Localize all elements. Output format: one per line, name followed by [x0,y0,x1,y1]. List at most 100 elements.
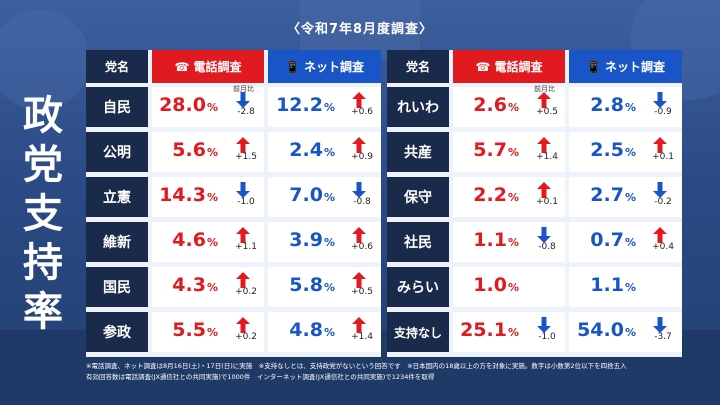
header-net: 📱 ネット調査 [268,50,381,83]
net-value: 54.0% [577,319,636,341]
phone-value-cell: 25.1% -1.0 [453,312,565,352]
net-value-number: 12.2 [276,94,323,116]
party-name: 公明 [86,132,148,172]
net-change: +0.4 [645,227,679,259]
arrow-up-icon [236,317,250,333]
table-row: 立憲 14.3% -1.0 7.0% -0.8 [86,177,381,217]
phone-icon: ☎ [475,59,491,74]
table-row: 維新 4.6% +1.1 3.9% +0.6 [86,222,381,262]
net-value: 5.8% [289,274,335,296]
percent-unit: % [507,191,519,204]
net-change-value: +0.6 [351,242,373,252]
party-name: 自民 [86,87,148,127]
arrow-up-icon [236,137,250,153]
party-name: 社民 [387,222,449,262]
table-row: 保守 2.2% +0.1 2.7% -0.2 [387,177,682,217]
percent-unit: % [507,326,519,339]
header-party: 党名 [387,50,449,83]
phone-change: -1.0 [529,317,563,349]
phone-value: 28.0% [159,94,218,116]
phone-value-cell: 5.6% +1.5 [152,132,264,172]
month-over-month-label: 前月比 [233,85,254,93]
survey-date: 〈令和7年8月度調査〉 [286,22,434,37]
net-value-cell: 2.8% -0.9 [569,87,682,127]
phone-value-number: 14.3 [159,184,206,206]
percent-unit: % [206,191,218,204]
table-row: 共産 5.7% +1.4 2.5% +0.1 [387,132,682,172]
phone-change: +1.4 [529,137,563,169]
phone-change-value: +0.2 [235,287,257,297]
header-phone: ☎ 電話調査 [152,50,264,83]
net-icon: 📱 [586,59,601,74]
arrow-up-icon [352,272,366,288]
net-value-cell: 54.0% -3.7 [569,312,682,352]
arrow-down-icon [537,227,551,243]
title-char: 支 [23,191,63,237]
percent-unit: % [624,326,636,339]
phone-value-cell: 14.3% -1.0 [152,177,264,217]
net-change: +0.6 [344,227,378,259]
net-value-cell: 1.1% [569,267,682,307]
table-row: 支持なし 25.1% -1.0 54.0% -3.7 [387,312,682,352]
table-row: 参政 5.5% +0.2 4.8% +1.4 [86,312,381,352]
net-value: 4.8% [289,319,335,341]
net-change-value: +1.4 [351,332,373,342]
percent-unit: % [323,191,335,204]
percent-unit: % [206,146,218,159]
title-char: 率 [23,289,63,335]
net-change: -0.8 [344,182,378,214]
percent-unit: % [323,101,335,114]
net-icon: 📱 [285,59,300,74]
title-char: 持 [23,240,63,286]
party-name: 国民 [86,267,148,307]
table-right: 党名 ☎ 電話調査 📱 ネット調査 れいわ 2.6% +0.5 前月比 2.8% -0.9 共産… [387,50,682,357]
phone-value: 4.3% [172,274,218,296]
phone-value-number: 5.5 [172,319,206,341]
net-change-value: +0.4 [652,242,674,252]
net-change-value: -0.8 [353,197,371,207]
party-name: 共産 [387,132,449,172]
net-value: 3.9% [289,229,335,251]
net-change: -0.9 [645,92,679,124]
arrow-up-icon [653,137,667,153]
phone-change-value: -1.0 [237,197,255,207]
percent-unit: % [206,101,218,114]
percent-unit: % [206,326,218,339]
arrow-up-icon [537,182,551,198]
phone-value: 5.6% [172,139,218,161]
phone-value-cell: 1.0% [453,267,565,307]
table-row: みらい 1.0% 1.1% [387,267,682,307]
party-name: 支持なし [387,312,449,352]
arrow-up-icon [653,227,667,243]
percent-unit: % [323,281,335,294]
percent-unit: % [624,281,636,294]
phone-change-value: +1.1 [235,242,257,252]
phone-value-number: 1.0 [473,274,507,296]
net-change-value: -0.9 [654,107,672,117]
percent-unit: % [323,146,335,159]
phone-change: -2.8 [228,92,262,124]
net-value: 0.7% [590,229,636,251]
table-row: 社民 1.1% -0.8 0.7% +0.4 [387,222,682,262]
phone-value-cell: 2.6% +0.5 前月比 [453,85,565,127]
phone-value-number: 25.1 [460,319,507,341]
phone-value: 2.6% [473,94,519,116]
percent-unit: % [624,236,636,249]
net-change-value: +0.1 [652,152,674,162]
phone-value-number: 4.3 [172,274,206,296]
title-char: 党 [23,142,63,188]
phone-change: +0.5 [529,92,563,124]
phone-value-cell: 28.0% -2.8 前月比 [152,85,264,127]
phone-change-value: +1.5 [235,152,257,162]
phone-change: +0.2 [228,317,262,349]
party-name: みらい [387,267,449,307]
table-row: 公明 5.6% +1.5 2.4% +0.9 [86,132,381,172]
net-value-number: 7.0 [289,184,323,206]
phone-value: 14.3% [159,184,218,206]
net-value-number: 4.8 [289,319,323,341]
phone-value-number: 5.7 [473,139,507,161]
net-value-cell: 2.4% +0.9 [268,132,381,172]
arrow-up-icon [352,137,366,153]
arrow-down-icon [352,182,366,198]
